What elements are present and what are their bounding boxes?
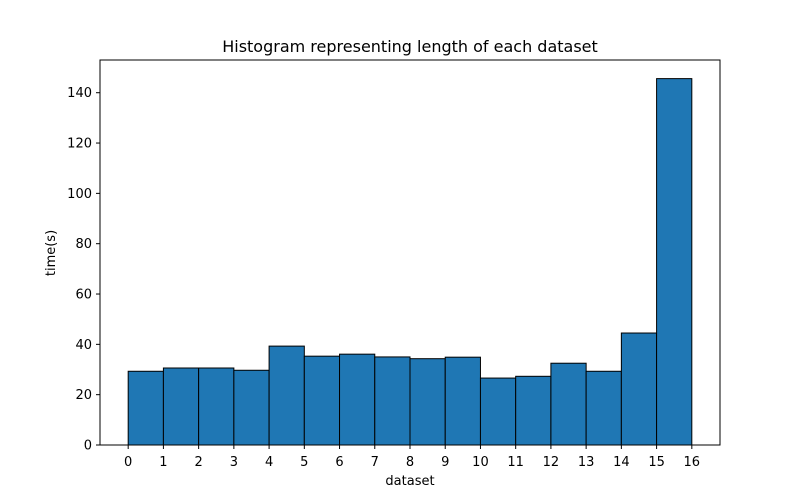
histogram-bar <box>550 362 587 446</box>
chart-title: Histogram representing length of each da… <box>222 37 598 56</box>
histogram-bar <box>233 369 270 446</box>
histogram-bar <box>409 358 446 446</box>
x-tick-label: 6 <box>335 455 343 470</box>
x-tick-label: 13 <box>578 455 595 470</box>
x-tick-label: 11 <box>507 455 524 470</box>
y-tick-label: 120 <box>67 137 92 152</box>
y-tick-label: 140 <box>67 86 92 101</box>
histogram-bar <box>268 345 305 446</box>
x-tick-label: 10 <box>472 455 489 470</box>
histogram-bar <box>303 355 341 446</box>
histogram-bar <box>515 375 552 446</box>
bars-group <box>127 78 693 446</box>
x-tick-label: 15 <box>648 455 665 470</box>
histogram-bar <box>656 78 693 446</box>
histogram-bar <box>162 367 200 446</box>
x-tick-label: 7 <box>371 455 379 470</box>
y-tick-label: 100 <box>67 187 92 202</box>
histogram-bar <box>585 370 622 446</box>
y-axis-label: time(s) <box>44 230 59 276</box>
histogram-bar <box>198 367 235 446</box>
x-axis-ticks: 0 1 2 3 4 5 6 7 8 9 10 11 12 13 14 15 16 <box>124 445 700 470</box>
x-tick-label: 8 <box>406 455 414 470</box>
y-tick-label: 40 <box>75 338 92 353</box>
x-axis-label: dataset <box>385 474 434 489</box>
x-tick-label: 2 <box>194 455 202 470</box>
y-tick-label: 80 <box>75 237 92 252</box>
x-tick-label: 12 <box>543 455 560 470</box>
x-tick-label: 5 <box>300 455 308 470</box>
x-tick-label: 0 <box>124 455 132 470</box>
y-tick-label: 60 <box>75 288 92 303</box>
x-tick-label: 3 <box>230 455 238 470</box>
y-tick-label: 20 <box>75 388 92 403</box>
histogram-bar <box>620 332 658 446</box>
histogram-bar <box>339 353 376 446</box>
x-tick-label: 4 <box>265 455 273 470</box>
x-tick-label: 14 <box>613 455 630 470</box>
y-tick-label: 0 <box>84 439 92 454</box>
x-tick-label: 16 <box>684 455 701 470</box>
histogram-bar <box>127 370 164 446</box>
histogram-bar <box>374 356 411 446</box>
histogram-bar <box>444 356 481 446</box>
x-tick-label: 9 <box>441 455 449 470</box>
histogram-bar <box>479 377 517 446</box>
x-tick-label: 1 <box>159 455 167 470</box>
y-axis-ticks: 0 20 40 60 80 100 120 140 <box>67 86 100 454</box>
